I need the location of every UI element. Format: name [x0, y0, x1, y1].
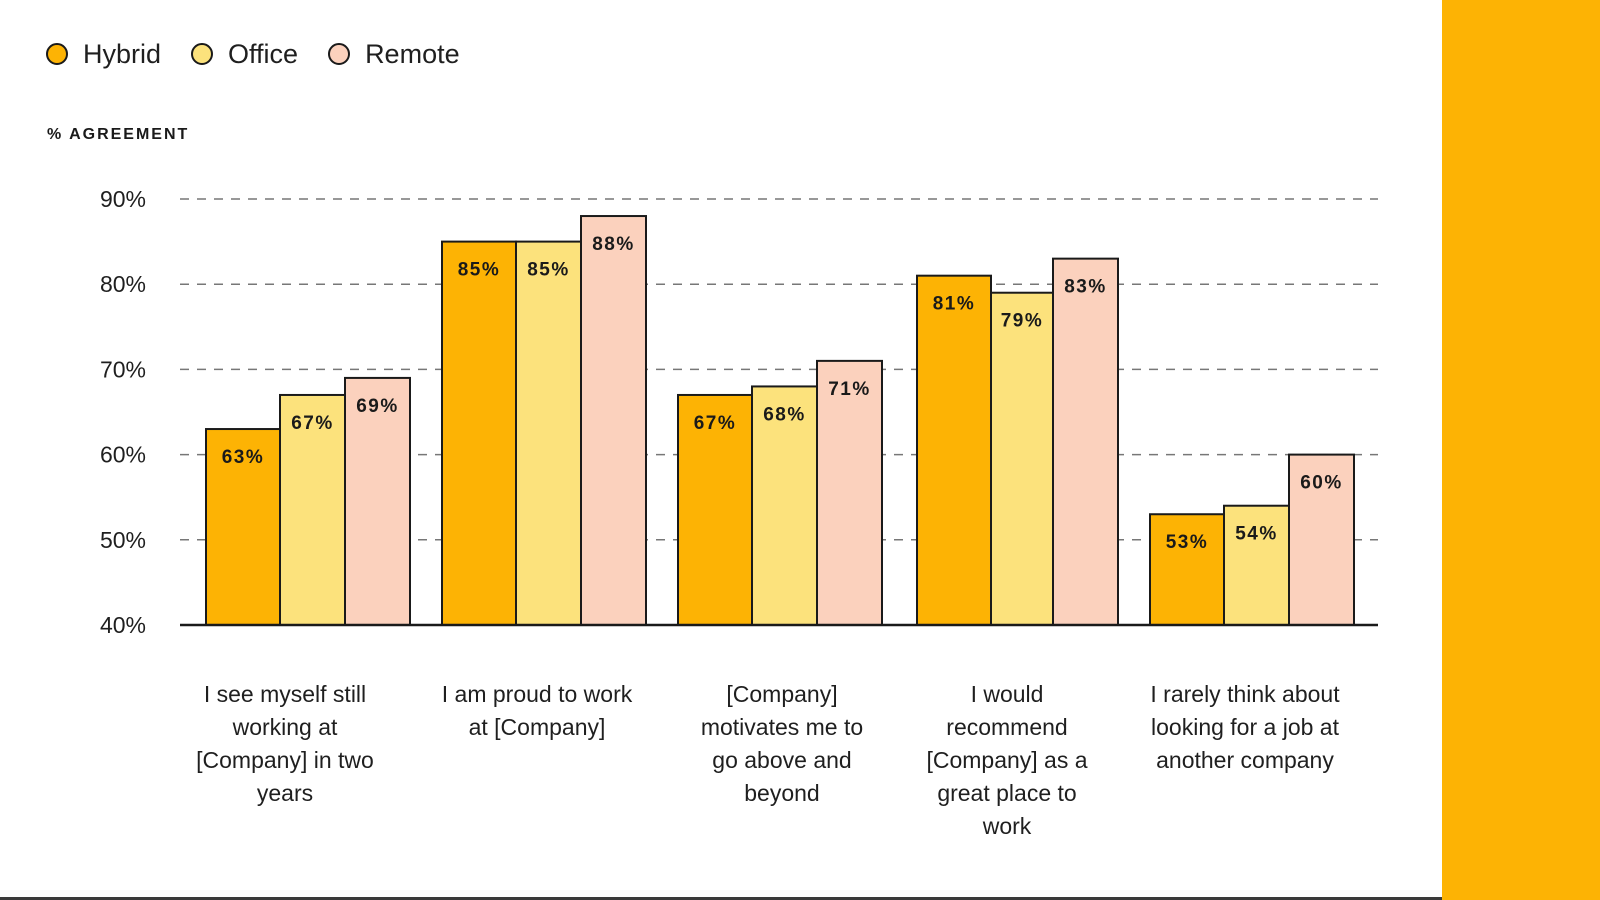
data-label-remote: 83%	[1064, 277, 1107, 298]
legend-item-office: Office	[191, 39, 298, 70]
bar-hybrid	[677, 393, 753, 626]
side-accent-panel	[1442, 0, 1600, 900]
data-label-office: 79%	[1001, 311, 1044, 332]
bar-hybrid	[441, 240, 517, 626]
legend-label-office: Office	[228, 38, 299, 69]
data-label-office: 68%	[763, 404, 806, 425]
x-category-label-line: looking for a job at	[1151, 714, 1339, 740]
bar-office	[1223, 504, 1290, 626]
bar-remote	[344, 376, 411, 627]
x-category-label-line: beyond	[744, 780, 820, 806]
y-tick-label: 70%	[100, 356, 146, 382]
x-category-label-line: I rarely think about	[1150, 681, 1340, 707]
legend-item-remote: Remote	[328, 39, 460, 70]
legend-label-hybrid: Hybrid	[83, 38, 162, 69]
bar-office	[515, 240, 582, 626]
bottom-divider	[0, 897, 1442, 900]
bar-remote	[1288, 453, 1355, 626]
x-category-label-line: at [Company]	[468, 714, 606, 740]
x-category-label-line: [Company] as a	[926, 747, 1088, 773]
x-category-label-line: motivates me to	[700, 714, 864, 740]
x-category-label-line: I see myself still	[203, 681, 367, 707]
x-category-label: I would recommend [Company] as a great plac…	[887, 678, 1127, 843]
data-label-office: 85%	[527, 260, 570, 281]
x-category-label: [Company] motivates me to go above and beyo…	[662, 678, 902, 810]
bar-office	[990, 291, 1054, 626]
bar-hybrid	[205, 428, 281, 627]
bar-hybrid	[1149, 513, 1225, 626]
data-label-hybrid: 53%	[1166, 532, 1209, 553]
x-category-label-line: [Company]	[726, 681, 838, 707]
legend-swatch-remote	[328, 43, 351, 65]
x-category-label-line: go above and	[712, 747, 852, 773]
data-label-remote: 69%	[356, 396, 399, 417]
data-label-office: 67%	[291, 413, 334, 434]
legend-label-remote: Remote	[365, 38, 460, 69]
data-label-remote: 71%	[828, 379, 871, 400]
data-label-hybrid: 63%	[222, 447, 265, 468]
data-label-remote: 88%	[592, 234, 635, 255]
data-label-hybrid: 81%	[933, 294, 976, 315]
x-category-label-line: another company	[1156, 747, 1334, 773]
x-category-label-line: recommend	[946, 714, 1068, 740]
legend-swatch-office	[191, 43, 214, 65]
x-category-label-line: working at	[232, 714, 338, 740]
x-category-label: I see myself still working at [Company] in…	[165, 678, 405, 810]
x-category-label-line: I would	[970, 681, 1044, 707]
data-label-office: 54%	[1235, 524, 1278, 545]
bar-office	[751, 385, 818, 626]
bar-remote	[580, 215, 647, 626]
bar-office	[279, 393, 346, 626]
bar-hybrid	[916, 274, 992, 626]
y-tick-label: 50%	[100, 527, 146, 553]
x-category-label-line: [Company] in two	[196, 747, 374, 773]
bar-remote	[816, 359, 883, 626]
y-tick-label: 90%	[100, 186, 146, 212]
bar-chart: 40% 50% 60% 70% 80% 90% 63% 67% 69% 85% 85% 88% 67% 6…	[100, 186, 1378, 638]
chart-legend: Hybrid Office Remote	[46, 36, 490, 72]
legend-swatch-hybrid	[46, 43, 68, 65]
legend-item-hybrid: Hybrid	[46, 39, 161, 70]
y-tick-label: 60%	[100, 442, 146, 468]
y-tick-label: 40%	[100, 612, 146, 638]
bar-remote	[1052, 257, 1119, 626]
x-category-label-line: I am proud to work	[441, 681, 633, 707]
x-category-label-line: work	[982, 813, 1032, 839]
x-category-label-line: years	[256, 780, 314, 806]
x-category-label-line: great place to	[937, 780, 1077, 806]
y-axis-title: % AGREEMENT	[47, 126, 190, 143]
y-tick-label: 80%	[100, 271, 146, 297]
x-category-label: I rarely think about looking for a job at…	[1125, 678, 1365, 777]
x-category-label: I am proud to work at [Company]	[417, 678, 657, 744]
data-label-remote: 60%	[1300, 473, 1343, 494]
data-label-hybrid: 67%	[694, 413, 737, 434]
data-label-hybrid: 85%	[458, 260, 501, 281]
